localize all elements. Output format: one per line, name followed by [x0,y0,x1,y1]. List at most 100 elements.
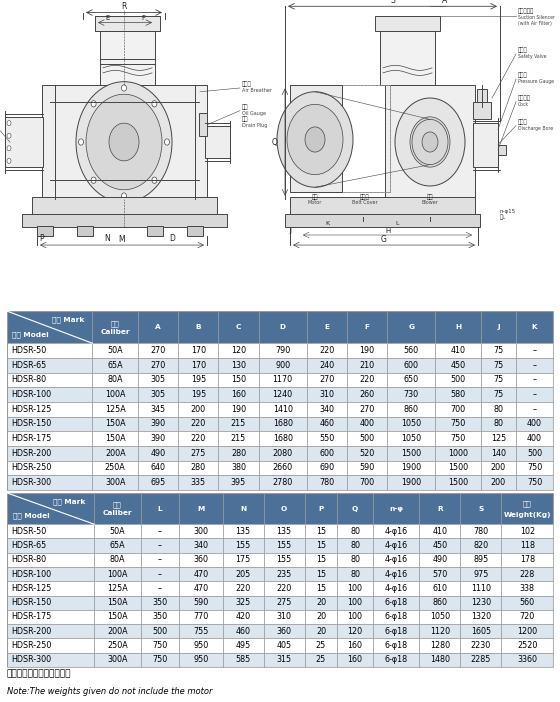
Text: 压力表: 压力表 [518,72,528,78]
Bar [94,552,141,567]
Text: 470: 470 [193,569,208,578]
Bar [419,595,460,610]
Bar [305,653,337,667]
Bar [481,373,516,388]
Text: 520: 520 [360,449,375,458]
Bar [435,343,481,358]
Bar [516,446,553,461]
Bar [305,624,337,638]
Bar [264,524,305,538]
Text: 电机: 电机 [312,194,318,200]
Bar [100,29,155,86]
Bar [501,538,553,552]
Text: Weight(Kg): Weight(Kg) [503,512,551,518]
Text: 895: 895 [473,555,488,564]
Text: 155: 155 [277,555,292,564]
Bar [337,595,373,610]
Bar [22,213,227,227]
Bar [373,581,419,595]
Bar [347,446,387,461]
Text: 220: 220 [277,584,292,593]
Text: 6-φ18: 6-φ18 [385,655,408,664]
Bar [337,610,373,624]
Bar [5,117,43,167]
Bar [138,461,178,475]
Bar [501,493,553,524]
Text: 125A: 125A [107,584,128,593]
Bar [481,446,516,461]
Text: 2080: 2080 [273,449,293,458]
Bar [516,461,553,475]
Bar [92,388,138,402]
Text: 250A: 250A [107,641,128,650]
Circle shape [7,159,11,164]
Bar [347,402,387,416]
Text: 125: 125 [491,434,506,443]
Text: 1230: 1230 [471,598,491,607]
Text: P: P [40,234,44,243]
Text: 100A: 100A [105,390,125,399]
Text: 型式 Model: 型式 Model [12,331,49,338]
Bar [347,461,387,475]
Text: 700: 700 [451,405,466,413]
Bar [7,446,92,461]
Bar [179,624,223,638]
Bar [92,311,138,343]
Text: 1050: 1050 [401,420,421,428]
Text: 610: 610 [432,584,447,593]
Text: E: E [106,15,110,21]
Bar [178,416,218,431]
Text: HDSR-300: HDSR-300 [11,655,51,664]
Bar [481,343,516,358]
Bar [501,567,553,581]
Bar [7,431,92,446]
Text: 160: 160 [348,655,363,664]
Text: A: A [155,324,161,330]
Text: F: F [365,324,370,330]
Circle shape [76,81,172,202]
Bar [290,86,342,192]
Bar [501,610,553,624]
Text: H: H [455,324,461,330]
Text: 750: 750 [152,655,167,664]
Text: 750: 750 [152,641,167,650]
Bar [305,552,337,567]
Bar [481,402,516,416]
Text: 500: 500 [360,434,375,443]
Text: 记号 Mark: 记号 Mark [52,317,85,324]
Bar [7,653,94,667]
Text: 580: 580 [451,390,466,399]
Text: 400: 400 [360,420,375,428]
Bar [373,610,419,624]
Text: –: – [158,555,162,564]
Bar [205,126,230,159]
Text: –: – [533,390,536,399]
Bar [264,567,305,581]
Text: 压力开关: 压力开关 [518,95,531,101]
Text: 150A: 150A [107,612,128,621]
Text: 1320: 1320 [471,612,491,621]
Bar [264,653,305,667]
Bar [516,358,553,373]
Text: HDSR-50: HDSR-50 [11,346,46,355]
Bar [264,581,305,595]
Text: Safety Valve: Safety Valve [518,54,547,59]
Bar [178,311,218,343]
Bar [373,524,419,538]
Text: 450: 450 [451,361,466,370]
Text: 15: 15 [316,584,326,593]
Text: G: G [408,324,414,330]
Bar [179,567,223,581]
Text: 15: 15 [316,526,326,536]
Bar [7,475,92,490]
Text: –: – [158,526,162,536]
Text: 25: 25 [316,655,326,664]
Text: 1280: 1280 [430,641,450,650]
Bar [218,311,259,343]
Text: HDSR-300: HDSR-300 [11,478,51,487]
Bar [94,581,141,595]
Bar [307,446,347,461]
Text: F: F [141,15,145,21]
Text: 80: 80 [493,405,503,413]
Bar [305,610,337,624]
